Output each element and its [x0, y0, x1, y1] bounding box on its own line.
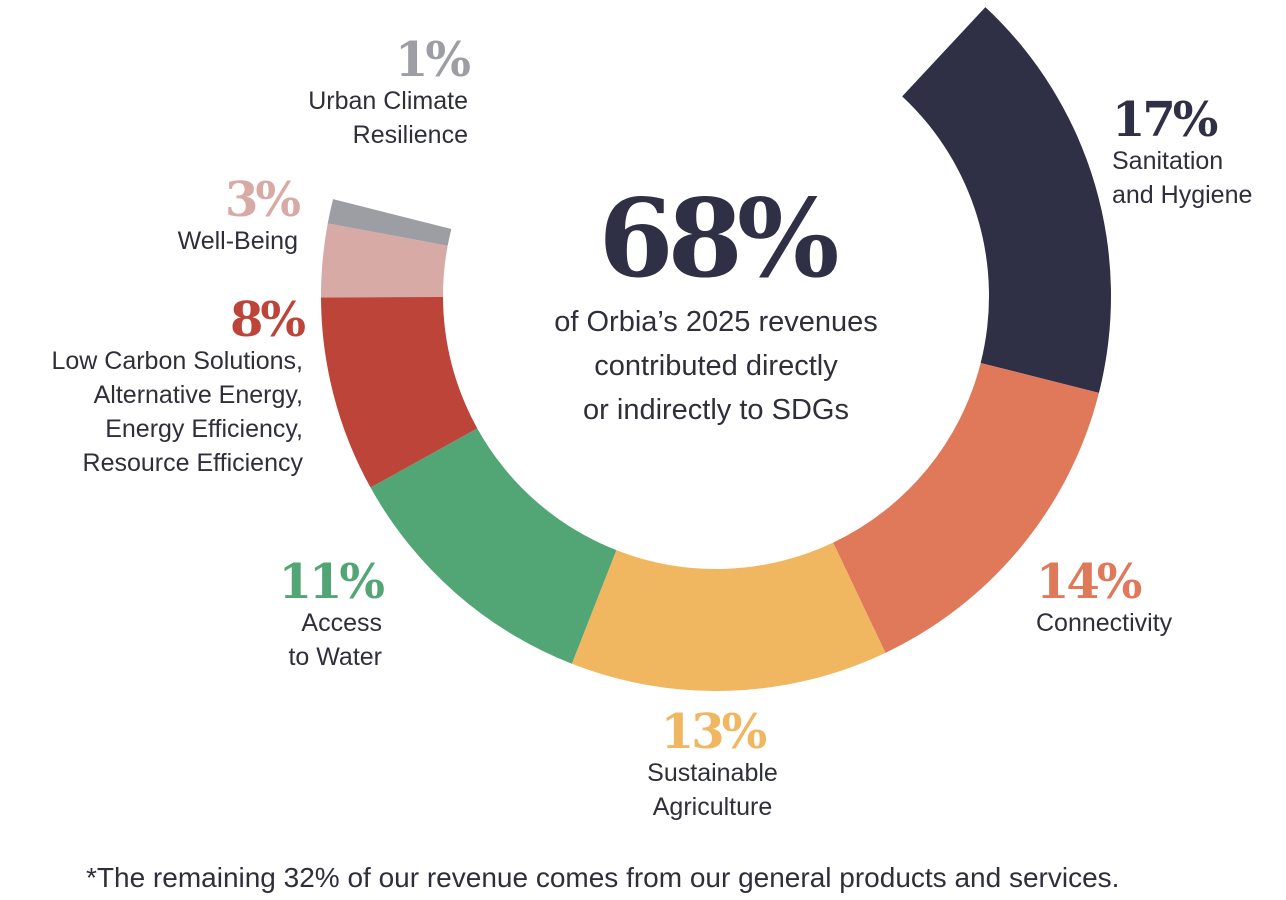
text-label-connectivity: Connectivity — [1036, 609, 1173, 637]
pct-label-connectivity: 14% — [1036, 554, 1142, 610]
text-label-water: Access to Water — [288, 609, 382, 671]
label-water: 11% Access to Water — [182, 554, 385, 674]
label-low-carbon: 8% Low Carbon Solutions, Alternative Ene… — [0, 292, 306, 480]
pct-label-well-being: 3% — [224, 172, 301, 228]
headline-value: 68% — [598, 176, 840, 302]
text-label-agriculture: Sustainable Agriculture — [647, 759, 778, 821]
donut-segment-urban-climate — [327, 199, 452, 246]
headline-text: of Orbia’s 2025 revenues contributed dir… — [554, 306, 878, 426]
pct-label-urban-climate: 1% — [394, 32, 471, 88]
label-connectivity: 14% Connectivity — [1036, 558, 1172, 640]
pct-label-water: 11% — [278, 554, 385, 610]
text-label-well-being: Well-Being — [177, 227, 298, 255]
text-label-low-carbon: Low Carbon Solutions, Alternative Energy… — [51, 347, 303, 477]
donut-segment-sanitation — [902, 7, 1111, 393]
pct-label-sanitation: 17% — [1112, 92, 1218, 148]
donut-segment-well-being — [321, 223, 448, 298]
donut-segment-agriculture — [571, 542, 886, 691]
donut-segment-low-carbon — [321, 296, 478, 488]
label-agriculture: 13% Sustainable Agriculture — [610, 708, 815, 824]
text-label-urban-climate: Urban Climate Resilience — [308, 87, 468, 149]
donut-segment-connectivity — [833, 362, 1099, 653]
text-label-sanitation: Sanitation and Hygiene — [1112, 147, 1253, 209]
donut-segment-water — [370, 428, 617, 664]
pct-label-low-carbon: 8% — [229, 292, 306, 348]
label-urban-climate: 1% Urban Climate Resilience — [230, 32, 471, 152]
label-sanitation: 17% Sanitation and Hygiene — [1112, 96, 1252, 212]
pct-label-agriculture: 13% — [660, 704, 767, 760]
footnote: *The remaining 32% of our revenue comes … — [86, 862, 1120, 893]
label-well-being: 3% Well-Being — [100, 172, 301, 258]
